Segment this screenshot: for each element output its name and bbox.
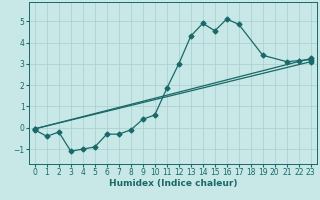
X-axis label: Humidex (Indice chaleur): Humidex (Indice chaleur) xyxy=(108,179,237,188)
